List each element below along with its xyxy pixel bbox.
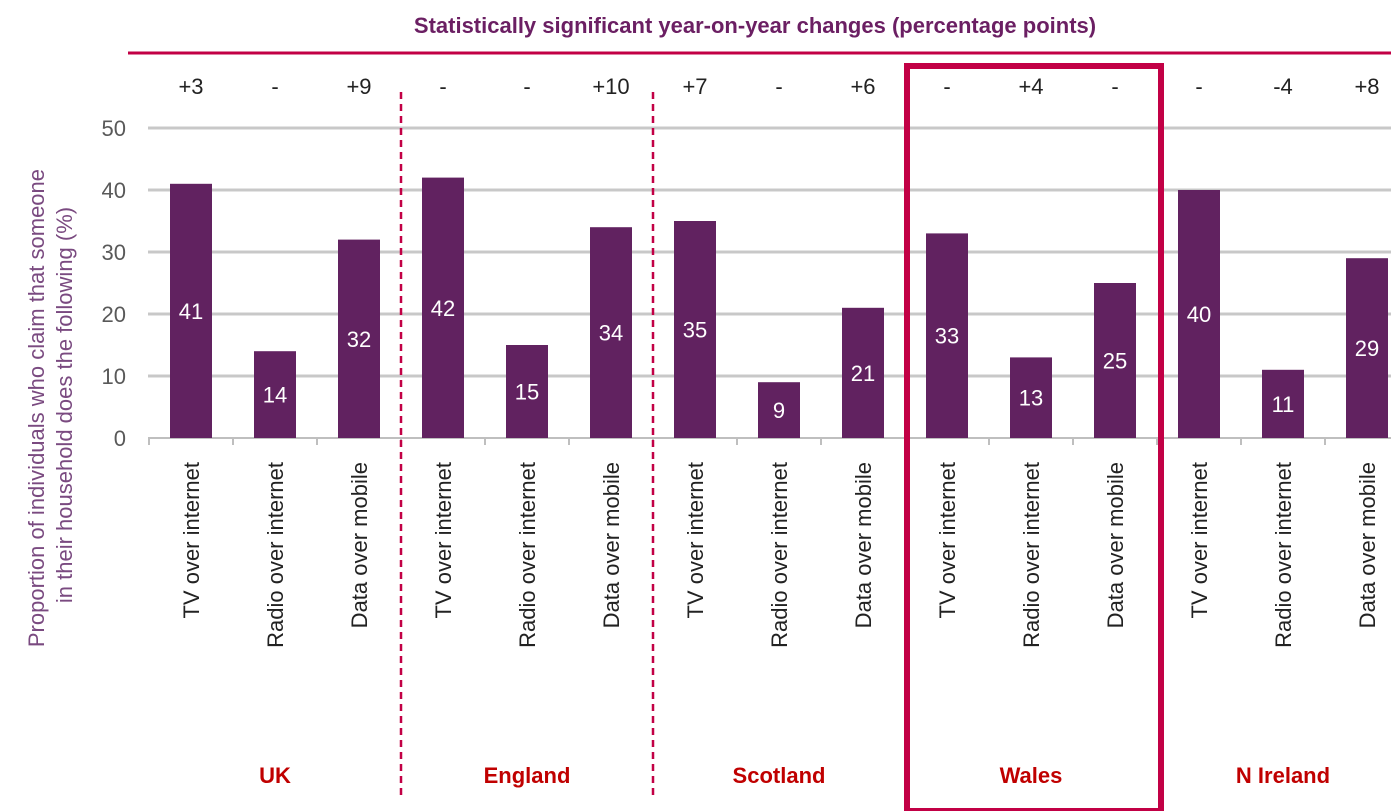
- bar: [1010, 357, 1052, 438]
- bar: [842, 307, 884, 438]
- bar: [254, 351, 296, 438]
- bar-value-label: 21: [851, 361, 875, 386]
- change-label: -: [271, 74, 278, 99]
- y-tick-label: 30: [102, 240, 126, 265]
- bar-value-label: 32: [347, 327, 371, 352]
- bar: [338, 239, 380, 438]
- bar-value-label: 41: [179, 299, 203, 324]
- bar: [506, 345, 548, 438]
- change-label: -: [1195, 74, 1202, 99]
- change-label: +3: [178, 74, 203, 99]
- y-axis-label: Proportion of individuals who claim that…: [24, 163, 77, 647]
- chart-title: Statistically significant year-on-year c…: [414, 13, 1096, 38]
- category-label: Radio over internet: [515, 462, 540, 648]
- group-label: UK: [259, 763, 291, 788]
- bar: [1094, 283, 1136, 438]
- highlight-box: [904, 63, 1164, 811]
- category-label: TV over internet: [683, 462, 708, 619]
- change-label: +8: [1354, 74, 1379, 99]
- change-label: -: [775, 74, 782, 99]
- change-label: +9: [346, 74, 371, 99]
- group-label: England: [484, 763, 571, 788]
- group-label: Scotland: [733, 763, 826, 788]
- change-label: -: [943, 74, 950, 99]
- category-label: TV over internet: [179, 462, 204, 619]
- category-label: Radio over internet: [767, 462, 792, 648]
- bar-value-label: 15: [515, 380, 539, 405]
- bar: [674, 221, 716, 438]
- bar-value-label: 35: [683, 318, 707, 343]
- change-label: +4: [1018, 74, 1043, 99]
- bar-value-label: 13: [1019, 386, 1043, 411]
- category-label: Data over mobile: [347, 462, 372, 628]
- bar: [1346, 258, 1388, 438]
- y-tick-label: 10: [102, 364, 126, 389]
- category-label: TV over internet: [935, 462, 960, 619]
- category-label: Data over mobile: [851, 462, 876, 628]
- change-label: +10: [592, 74, 629, 99]
- category-label: Data over mobile: [1355, 462, 1380, 628]
- bar: [422, 177, 464, 438]
- bar-value-label: 11: [1272, 392, 1295, 417]
- change-label: -: [1111, 74, 1118, 99]
- y-tick-label: 20: [102, 302, 126, 327]
- change-label: -4: [1273, 74, 1293, 99]
- bar: [758, 382, 800, 438]
- bar-value-label: 33: [935, 324, 959, 349]
- category-label: TV over internet: [1187, 462, 1212, 619]
- category-label: Data over mobile: [599, 462, 624, 628]
- bar-value-label: 42: [431, 296, 455, 321]
- group-label: Wales: [1000, 763, 1063, 788]
- bar: [1262, 369, 1304, 438]
- bar-value-label: 29: [1355, 336, 1379, 361]
- category-label: Data over mobile: [1103, 462, 1128, 628]
- bar: [926, 233, 968, 438]
- category-label: Radio over internet: [1271, 462, 1296, 648]
- bar: [590, 227, 632, 438]
- category-label: Radio over internet: [1019, 462, 1044, 648]
- category-label: TV over internet: [431, 462, 456, 619]
- y-tick-label: 0: [114, 426, 126, 451]
- change-label: +7: [682, 74, 707, 99]
- group-label: N Ireland: [1236, 763, 1330, 788]
- y-tick-label: 40: [102, 178, 126, 203]
- bar-value-label: 9: [773, 398, 785, 423]
- bar: [170, 183, 212, 438]
- bar: [1178, 190, 1220, 438]
- bar-value-label: 25: [1103, 349, 1127, 374]
- change-label: +6: [850, 74, 875, 99]
- y-tick-label: 50: [102, 116, 126, 141]
- category-label: Radio over internet: [263, 462, 288, 648]
- bar-value-label: 40: [1187, 302, 1211, 327]
- change-label: -: [523, 74, 530, 99]
- bar-value-label: 14: [263, 383, 287, 408]
- bar-value-label: 34: [599, 321, 623, 346]
- change-label: -: [439, 74, 446, 99]
